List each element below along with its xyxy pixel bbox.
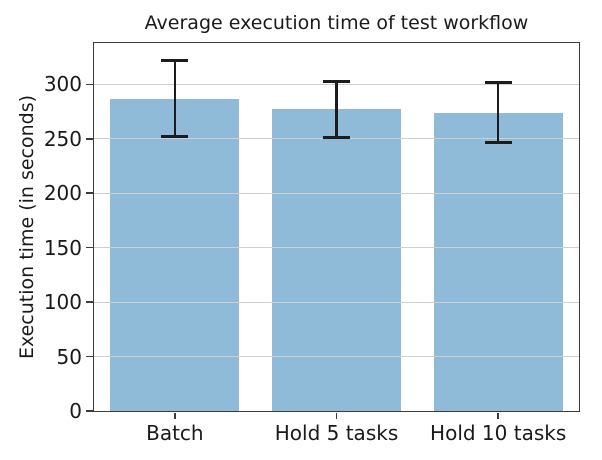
x-tick-label: Hold 5 tasks [274,421,399,445]
chart-title: Average execution time of test workflow [144,12,529,34]
plot-area: 0 50 100 150 200 250 300 Batch Hold 5 tasks Hold … [44,42,580,445]
y-tick-label: 250 [43,126,82,151]
error-bar-cap-bottom [161,135,189,139]
y-tick-label: 0 [69,399,82,423]
y-tick-mark [86,301,94,303]
bar [433,112,563,411]
error-bar-cap-top [323,79,350,83]
y-tick-mark [86,83,94,86]
x-tick-mark [497,412,499,419]
error-bar-line [496,82,500,143]
gridline [94,355,579,358]
y-tick-mark [86,355,94,358]
x-tick-mark [174,412,176,419]
y-tick-label: 200 [43,181,82,206]
y-tick-label: 150 [43,235,82,260]
bar [110,98,240,411]
error-bar-cap-bottom [484,140,512,144]
y-tick-mark [86,410,94,412]
error-bar-cap-top [161,58,189,62]
y-tick-label: 50 [56,344,82,369]
y-tick-mark [86,192,94,194]
error-bar-cap-bottom [323,136,350,140]
y-tick-mark [86,246,94,249]
x-tick-mark [335,412,338,419]
gridline [94,192,579,194]
y-tick-mark [86,138,94,140]
y-tick-label: 300 [43,72,82,97]
bar [271,109,402,411]
gridline [94,247,579,249]
x-tick-label: Batch [146,421,204,445]
error-bar-line [335,81,338,138]
gridline [94,301,579,303]
error-bar-line [173,60,177,137]
x-tick-label: Hold 10 tasks [430,421,567,445]
error-bar-cap-top [484,80,512,84]
y-tick-label: 100 [43,290,82,315]
